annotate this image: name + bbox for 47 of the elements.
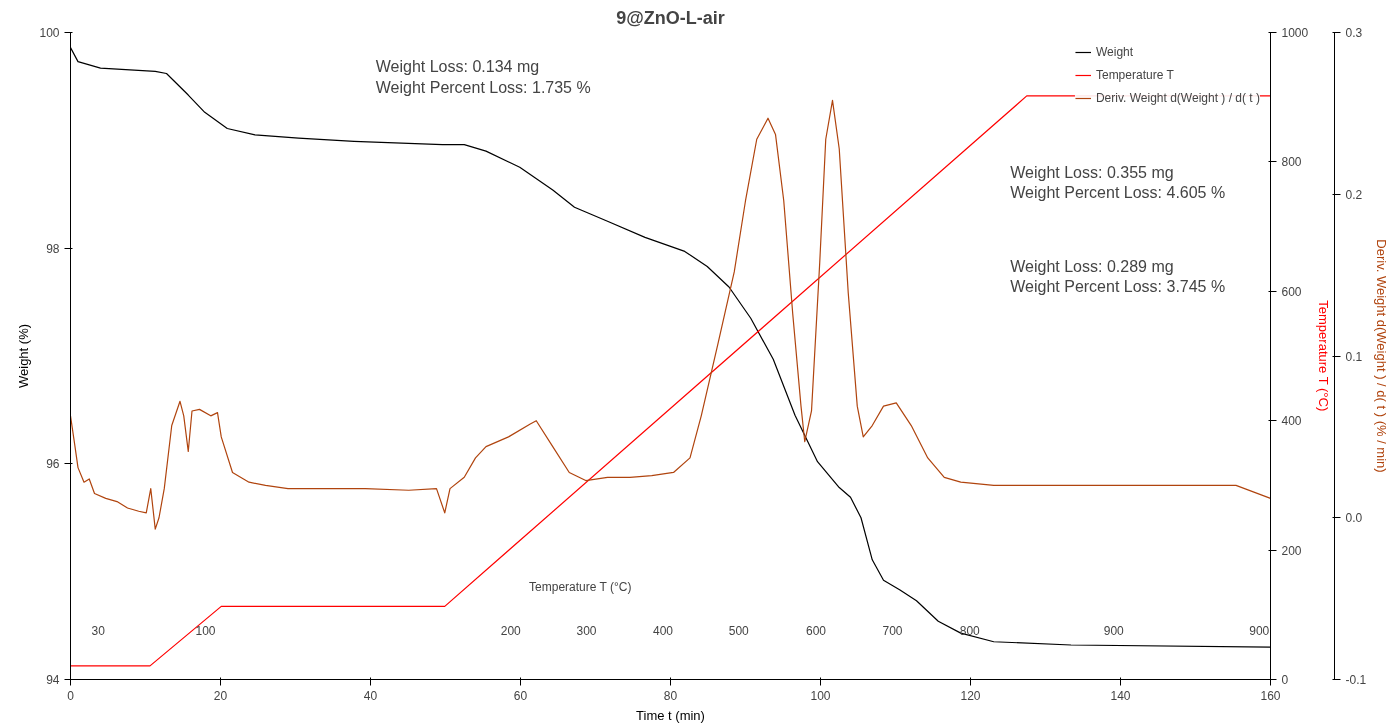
annotation: 700 [882, 623, 903, 638]
y2-tick-label: 600 [1281, 284, 1302, 299]
x-axis-title: Time t (min) [636, 707, 705, 723]
x-tick-label: 60 [513, 688, 528, 703]
annotation: Temperature T (°C) [529, 580, 632, 595]
y-tick-label: 96 [46, 457, 60, 472]
annotation: 800 [959, 623, 981, 638]
legend-label: Weight [1095, 45, 1134, 59]
annotation: 500 [728, 623, 750, 638]
y2-tick-label: 200 [1281, 543, 1302, 558]
x-tick-label: 40 [363, 688, 378, 703]
chart-title: 9@ZnO-L-air [616, 7, 725, 28]
x-tick-label: 0 [67, 688, 75, 703]
y3-axis-title: Deriv. Weight d(Weight ) / d( t ) (% / min) [1374, 239, 1390, 473]
y2-tick-label: 800 [1281, 155, 1302, 170]
x-tick-label: 20 [213, 688, 228, 703]
y-tick-label: 98 [46, 241, 60, 256]
y3-tick-label: 0.3 [1345, 26, 1363, 40]
annotation: 300 [576, 623, 597, 638]
y2-tick-label: 1000 [1281, 26, 1309, 40]
annotation: Weight Loss: 0.289 mg Weight Percent Loss: 3.745 % [1010, 257, 1226, 296]
legend-label: Deriv. Weight d(Weight ) / d( t ) [1095, 91, 1260, 105]
annotation: 400 [652, 623, 674, 638]
y2-axis-title: Temperature T (°C) [1316, 300, 1332, 412]
y-tick-label: 94 [46, 673, 60, 687]
y2-tick-label: 400 [1281, 414, 1302, 429]
x-tick-label: 160 [1260, 688, 1281, 703]
y-tick-label: 100 [39, 26, 60, 40]
legend-label: Temperature T [1095, 68, 1174, 82]
annotation: 100 [195, 623, 216, 638]
x-tick-label: 140 [1110, 688, 1131, 703]
y3-tick-label: 0.2 [1345, 187, 1363, 202]
annotation: Weight Loss: 0.355 mg Weight Percent Loss: 4.605 % [1010, 164, 1226, 202]
annotation: 200 [500, 623, 522, 638]
x-tick-label: 80 [663, 688, 678, 703]
x-tick-label: 120 [960, 688, 981, 703]
annotation: Weight Loss: 0.134 mg Weight Percent Loss: 1.735 % [375, 58, 591, 96]
annotation: 600 [805, 623, 827, 638]
y3-tick-label: 0.0 [1345, 511, 1363, 526]
y3-tick-label: -0.1 [1345, 673, 1367, 687]
annotation: 900 [1103, 623, 1125, 638]
y-axis-title: Weight (%) [16, 323, 32, 389]
x-tick-label: 100 [810, 688, 831, 703]
annotation: 30 [91, 623, 106, 638]
annotation: 900 [1249, 623, 1270, 638]
y2-tick-label: 0 [1281, 673, 1289, 687]
y3-tick-label: 0.1 [1345, 349, 1363, 364]
